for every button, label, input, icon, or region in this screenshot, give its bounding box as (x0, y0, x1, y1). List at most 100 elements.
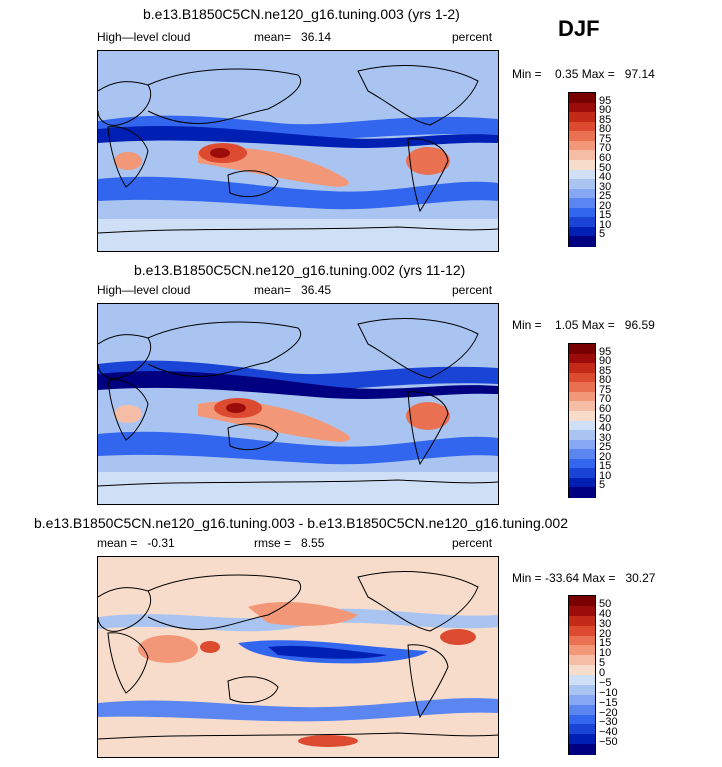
panel-3-colorbar (568, 595, 596, 755)
panel-1-coast-europe (98, 81, 152, 126)
colorbar-tick-label: 5 (599, 479, 606, 492)
colorbar-swatch (569, 236, 595, 247)
colorbar-swatch (569, 615, 595, 627)
panel-2-max-value: 96.59 (624, 318, 655, 332)
colorbar-swatch (569, 188, 595, 199)
colorbar-tick-label: 10 (599, 469, 612, 482)
colorbar-swatch (569, 363, 595, 374)
colorbar-swatch (569, 150, 595, 161)
panel-3-field-pos-indian-ocean (138, 635, 198, 663)
colorbar-swatch (569, 704, 595, 715)
panel-2-field-subtropic-s (98, 431, 498, 465)
panel-3-max-label: Max = (582, 571, 616, 585)
panel-1-field-subtropic-s (98, 176, 498, 210)
panel-1-coast-s-america (407, 138, 449, 213)
panel-3-field-pos-antarctic (298, 735, 358, 747)
colorbar-tick-label: 10 (599, 218, 612, 231)
colorbar-swatch (569, 179, 595, 190)
panel-1-field-africa (114, 152, 142, 170)
colorbar-swatch (569, 734, 595, 745)
panel-1-max-value: 97.14 (624, 67, 655, 81)
colorbar-swatch (569, 169, 595, 180)
colorbar-tick-label: −10 (599, 686, 618, 699)
colorbar-swatch (569, 410, 595, 421)
colorbar-tick-label: 80 (599, 374, 612, 387)
panel-1-mean-value: 36.14 (301, 30, 332, 44)
colorbar-tick-label: 70 (599, 142, 612, 155)
panel-3-map (97, 556, 499, 758)
panel-3-minmax: Min = -33.64 Max = 30.27 (512, 571, 655, 585)
colorbar-tick-label: 40 (599, 422, 612, 435)
panel-2-mean-value: 36.45 (301, 283, 332, 297)
panel-2-units: percent (452, 283, 493, 297)
colorbar-swatch (569, 439, 595, 450)
colorbar-tick-label: 60 (599, 151, 612, 164)
colorbar-swatch (569, 112, 595, 123)
colorbar-tick-label: 90 (599, 104, 612, 117)
colorbar-swatch (569, 430, 595, 441)
colorbar-swatch (569, 744, 595, 755)
panel-3-field-pos-atlantic (440, 629, 476, 645)
colorbar-tick-label: 85 (599, 364, 612, 377)
panel-2-coast-africa (107, 379, 149, 441)
colorbar-swatch (569, 477, 595, 488)
colorbar-swatch (569, 714, 595, 725)
panel-2-field-itcz-dry (98, 371, 498, 399)
colorbar-swatch (569, 102, 595, 113)
panel-3-mean-value: -0.31 (147, 536, 175, 550)
panel-1-field-amazon (406, 147, 450, 175)
panel-2-coast-antarctica (98, 479, 498, 487)
colorbar-tick-label: 60 (599, 402, 612, 415)
colorbar-swatch (569, 655, 595, 666)
colorbar-tick-label: 5 (599, 228, 606, 241)
panel-1-mean-label: mean= (254, 30, 292, 44)
panel-2-field-africa (114, 405, 142, 423)
colorbar-tick-label: 70 (599, 393, 612, 406)
panel-1-coast-antarctica (98, 226, 498, 234)
colorbar-swatch (569, 635, 595, 646)
colorbar-swatch (569, 217, 595, 228)
panel-1-coast-n-america (357, 65, 479, 126)
colorbar-tick-label: 40 (599, 171, 612, 184)
colorbar-swatch (569, 131, 595, 142)
panel-2-min-value: 1.05 (555, 318, 579, 332)
colorbar-tick-label: −40 (599, 726, 618, 739)
panel-2-mean: mean= 36.45 (254, 283, 331, 297)
colorbar-tick-label: 20 (599, 450, 612, 463)
panel-3-field-neg-band-s (98, 698, 498, 722)
colorbar-tick-label: 15 (599, 637, 612, 650)
colorbar-swatch (569, 596, 595, 607)
colorbar-tick-label: 50 (599, 597, 612, 610)
panel-3-rmse: rmse = 8.55 (254, 536, 324, 550)
panel-3-field-neg-equatorial-core (268, 645, 388, 659)
colorbar-tick-label: 75 (599, 383, 612, 396)
panel-2-field-amazon (406, 402, 450, 430)
panel-1-variable-label: High—level cloud (97, 30, 191, 44)
panel-1-field-polar-s (98, 219, 498, 251)
panel-1-mean: mean= 36.14 (254, 30, 331, 44)
colorbar-swatch (569, 159, 595, 170)
colorbar-tick-label: 15 (599, 209, 612, 222)
colorbar-swatch (569, 694, 595, 706)
panel-2-coast-s-america (407, 391, 449, 466)
panel-3-field-pos-nw-pacific (248, 601, 358, 626)
colorbar-tick-label: 25 (599, 190, 612, 203)
panel-3-coast-africa (107, 632, 149, 694)
colorbar-tick-label: 25 (599, 441, 612, 454)
panel-2-coast-europe (98, 334, 152, 379)
colorbar-tick-label: 5 (599, 657, 606, 670)
panel-2-coast-n-america (357, 318, 479, 379)
panel-3-coast-n-america (357, 571, 479, 632)
panel-1-map (97, 50, 499, 252)
panel-1-title: b.e13.B1850C5CN.ne120_g16.tuning.003 (yr… (143, 6, 460, 22)
colorbar-tick-label: 50 (599, 161, 612, 174)
panel-2-field-storm-track-n (98, 360, 498, 391)
panel-1-min-value: 0.35 (555, 67, 579, 81)
colorbar-swatch (569, 198, 595, 209)
colorbar-swatch (569, 391, 595, 402)
colorbar-swatch (569, 724, 595, 735)
panel-3-coast-antarctica (98, 732, 498, 740)
panel-2-coast-australia (227, 423, 279, 450)
panel-2-min-label: Min = (512, 318, 542, 332)
colorbar-swatch (569, 487, 595, 498)
